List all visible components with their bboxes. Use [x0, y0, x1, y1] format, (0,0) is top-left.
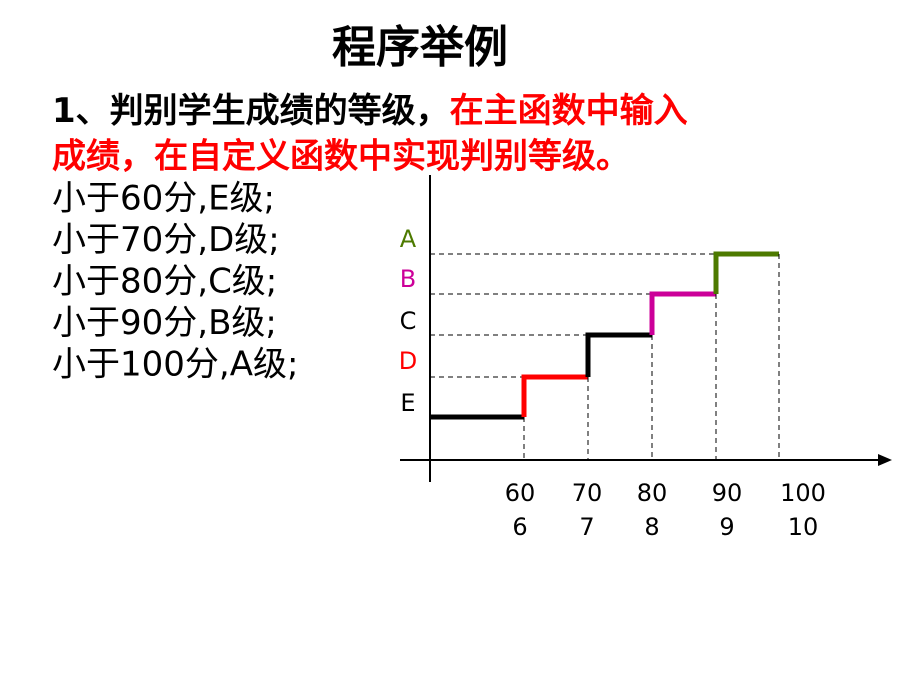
rule-item: 小于70分,D级;	[52, 220, 280, 260]
slide-title: 程序举例	[332, 22, 508, 73]
x-axis-arrow	[878, 454, 892, 466]
grade-step	[585, 332, 652, 377]
index-label: 8	[644, 513, 659, 541]
score-label: 60	[505, 479, 536, 507]
grade-step	[649, 291, 716, 335]
grade-label: A	[400, 225, 417, 253]
rule-item: 小于80分,C级;	[52, 262, 277, 302]
intro-lead: 1、判别学生成绩的等级，	[52, 91, 450, 131]
grade-step	[521, 374, 588, 417]
grade-label: E	[400, 389, 415, 417]
score-label: 90	[712, 479, 743, 507]
index-label: 6	[512, 513, 527, 541]
score-label: 80	[637, 479, 668, 507]
grade-label: C	[400, 307, 417, 335]
intro-highlight: 在主函数中输入	[450, 91, 688, 131]
grade-label: D	[399, 347, 417, 375]
rule-item: 小于60分,E级;	[52, 179, 275, 219]
rule-item: 小于90分,B级;	[52, 303, 277, 343]
rules-list: 小于60分,E级;小于70分,D级;小于80分,C级;小于90分,B级;小于10…	[52, 179, 298, 385]
score-label: 100	[780, 479, 826, 507]
rule-item: 小于100分,A级;	[52, 345, 298, 385]
intro-line2: 成绩，在自定义函数中实现判别等级。	[52, 137, 630, 177]
score-label: 70	[572, 479, 603, 507]
grade-label: B	[400, 265, 416, 293]
index-label: 7	[579, 513, 594, 541]
grade-step	[713, 251, 779, 294]
index-label: 10	[788, 513, 819, 541]
intro-line: 1、判别学生成绩的等级，在主函数中输入	[52, 91, 688, 131]
index-label: 9	[719, 513, 734, 541]
